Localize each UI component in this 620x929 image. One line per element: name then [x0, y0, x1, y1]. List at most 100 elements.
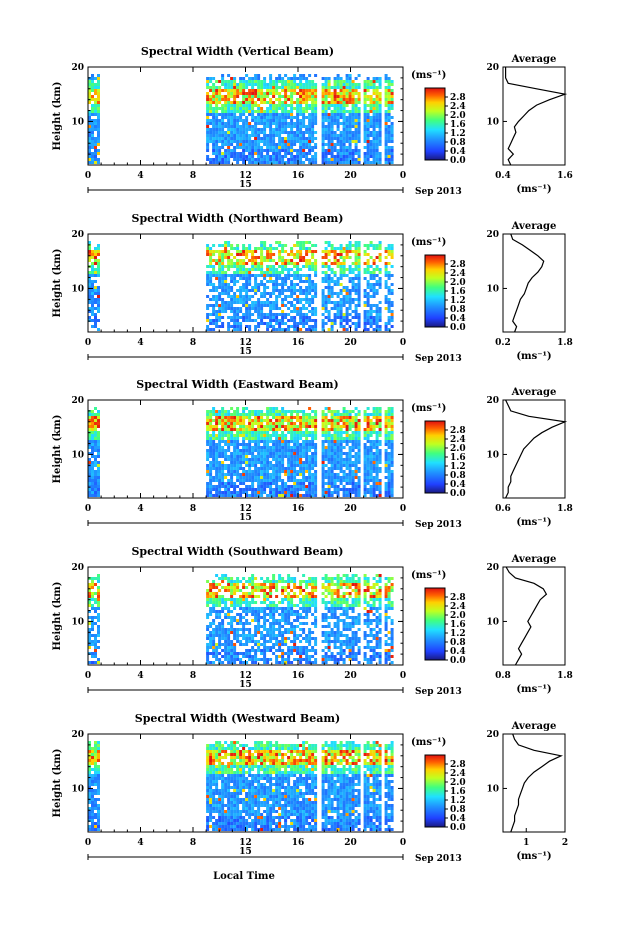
heatmap-cell — [272, 155, 276, 158]
heatmap-cell — [348, 101, 352, 104]
heatmap-cell — [287, 419, 291, 422]
heatmap-cell — [218, 244, 222, 247]
heatmap-cell — [324, 89, 328, 92]
heatmap-cell — [387, 110, 391, 113]
heatmap-cell — [284, 473, 288, 476]
heatmap-cell — [308, 286, 312, 289]
heatmap-cell — [218, 449, 222, 452]
heatmap-cell — [333, 116, 337, 119]
heatmap-cell — [390, 89, 394, 92]
heatmap-cell — [369, 95, 373, 98]
heatmap-cell — [275, 298, 279, 301]
heatmap-cell — [351, 149, 355, 152]
heatmap-cell — [372, 113, 376, 116]
heatmap-cell — [239, 473, 243, 476]
heatmap-cell — [245, 407, 249, 410]
heatmap-cell — [94, 307, 97, 310]
heatmap-cell — [387, 149, 391, 152]
heatmap-cell — [345, 268, 349, 271]
heatmap-cell — [296, 416, 300, 419]
heatmap-cell — [324, 265, 328, 268]
heatmap-cell — [206, 95, 210, 98]
heatmap-cell — [206, 137, 210, 140]
heatmap-cell — [248, 313, 252, 316]
heatmap-cell — [278, 461, 282, 464]
heatmap-cell — [206, 580, 210, 583]
heatmap-cell — [299, 80, 303, 83]
heatmap-cell — [384, 152, 388, 155]
heatmap-cell — [308, 125, 312, 128]
heatmap-cell — [321, 416, 325, 419]
heatmap-cell — [387, 485, 391, 488]
heatmap-cell — [224, 292, 228, 295]
heatmap-cell — [339, 107, 343, 110]
heatmap-cell — [245, 416, 249, 419]
heatmap-cell — [233, 449, 237, 452]
heatmap-cell — [305, 301, 309, 304]
heatmap-cell — [209, 128, 213, 131]
heatmap-cell — [284, 449, 288, 452]
heatmap-cell — [339, 470, 343, 473]
heatmap-cell — [321, 146, 325, 149]
heatmap-cell — [254, 304, 258, 307]
heatmap-cell — [290, 268, 294, 271]
heatmap-cell — [88, 440, 91, 443]
heatmap-cell — [88, 470, 91, 473]
heatmap-cell — [342, 289, 346, 292]
heatmap-cell — [242, 247, 246, 250]
heatmap-cell — [242, 316, 246, 319]
heatmap-cell — [333, 413, 337, 416]
heatmap-cell — [302, 134, 306, 137]
heatmap-cell — [206, 143, 210, 146]
heatmap-cell — [94, 101, 97, 104]
heatmap-cell — [351, 95, 355, 98]
heatmap-cell — [369, 119, 373, 122]
heatmap-cell — [333, 250, 337, 253]
heatmap-cell — [278, 140, 282, 143]
heatmap-cell — [305, 95, 309, 98]
heatmap-cell — [375, 131, 379, 134]
heatmap-cell — [278, 325, 282, 328]
heatmap-cell — [272, 491, 276, 494]
heatmap-cell — [97, 640, 100, 643]
heatmap-cell — [254, 446, 258, 449]
heatmap-cell — [384, 256, 388, 259]
heatmap-cell — [88, 485, 91, 488]
heatmap-cell — [239, 295, 243, 298]
heatmap-cell — [342, 452, 346, 455]
heatmap-cell — [363, 98, 367, 101]
heatmap-cell — [372, 161, 376, 164]
heatmap-cell — [269, 482, 273, 485]
heatmap-cell — [227, 74, 231, 77]
heatmap-cell — [308, 491, 312, 494]
heatmap-cell — [363, 80, 367, 83]
heatmap-cell — [327, 137, 331, 140]
heatmap-cell — [88, 494, 91, 497]
heatmap-cell — [251, 422, 255, 425]
date-day: 15 — [239, 180, 252, 190]
heatmap-cell — [91, 304, 94, 307]
heatmap-cell — [269, 271, 273, 274]
heatmap-cell — [372, 295, 376, 298]
heatmap-cell — [266, 110, 270, 113]
heatmap-cell — [88, 247, 91, 250]
heatmap-cell — [327, 86, 331, 89]
heatmap-cell — [239, 322, 243, 325]
heatmap-cell — [378, 122, 382, 125]
heatmap-cell — [296, 271, 300, 274]
heatmap-cell — [269, 101, 273, 104]
heatmap-cell — [275, 161, 279, 164]
heatmap-cell — [275, 488, 279, 491]
heatmap-cell — [227, 295, 231, 298]
heatmap-cell — [284, 98, 288, 101]
heatmap-cell — [311, 482, 315, 485]
heatmap-cell — [206, 295, 210, 298]
heatmap-cell — [308, 416, 312, 419]
heatmap-cell — [233, 485, 237, 488]
heatmap-cell — [266, 265, 270, 268]
average-profile-line — [510, 233, 545, 333]
heatmap-cell — [287, 455, 291, 458]
heatmap-cell — [321, 322, 325, 325]
heatmap-cell — [275, 449, 279, 452]
heatmap-cell — [293, 89, 297, 92]
